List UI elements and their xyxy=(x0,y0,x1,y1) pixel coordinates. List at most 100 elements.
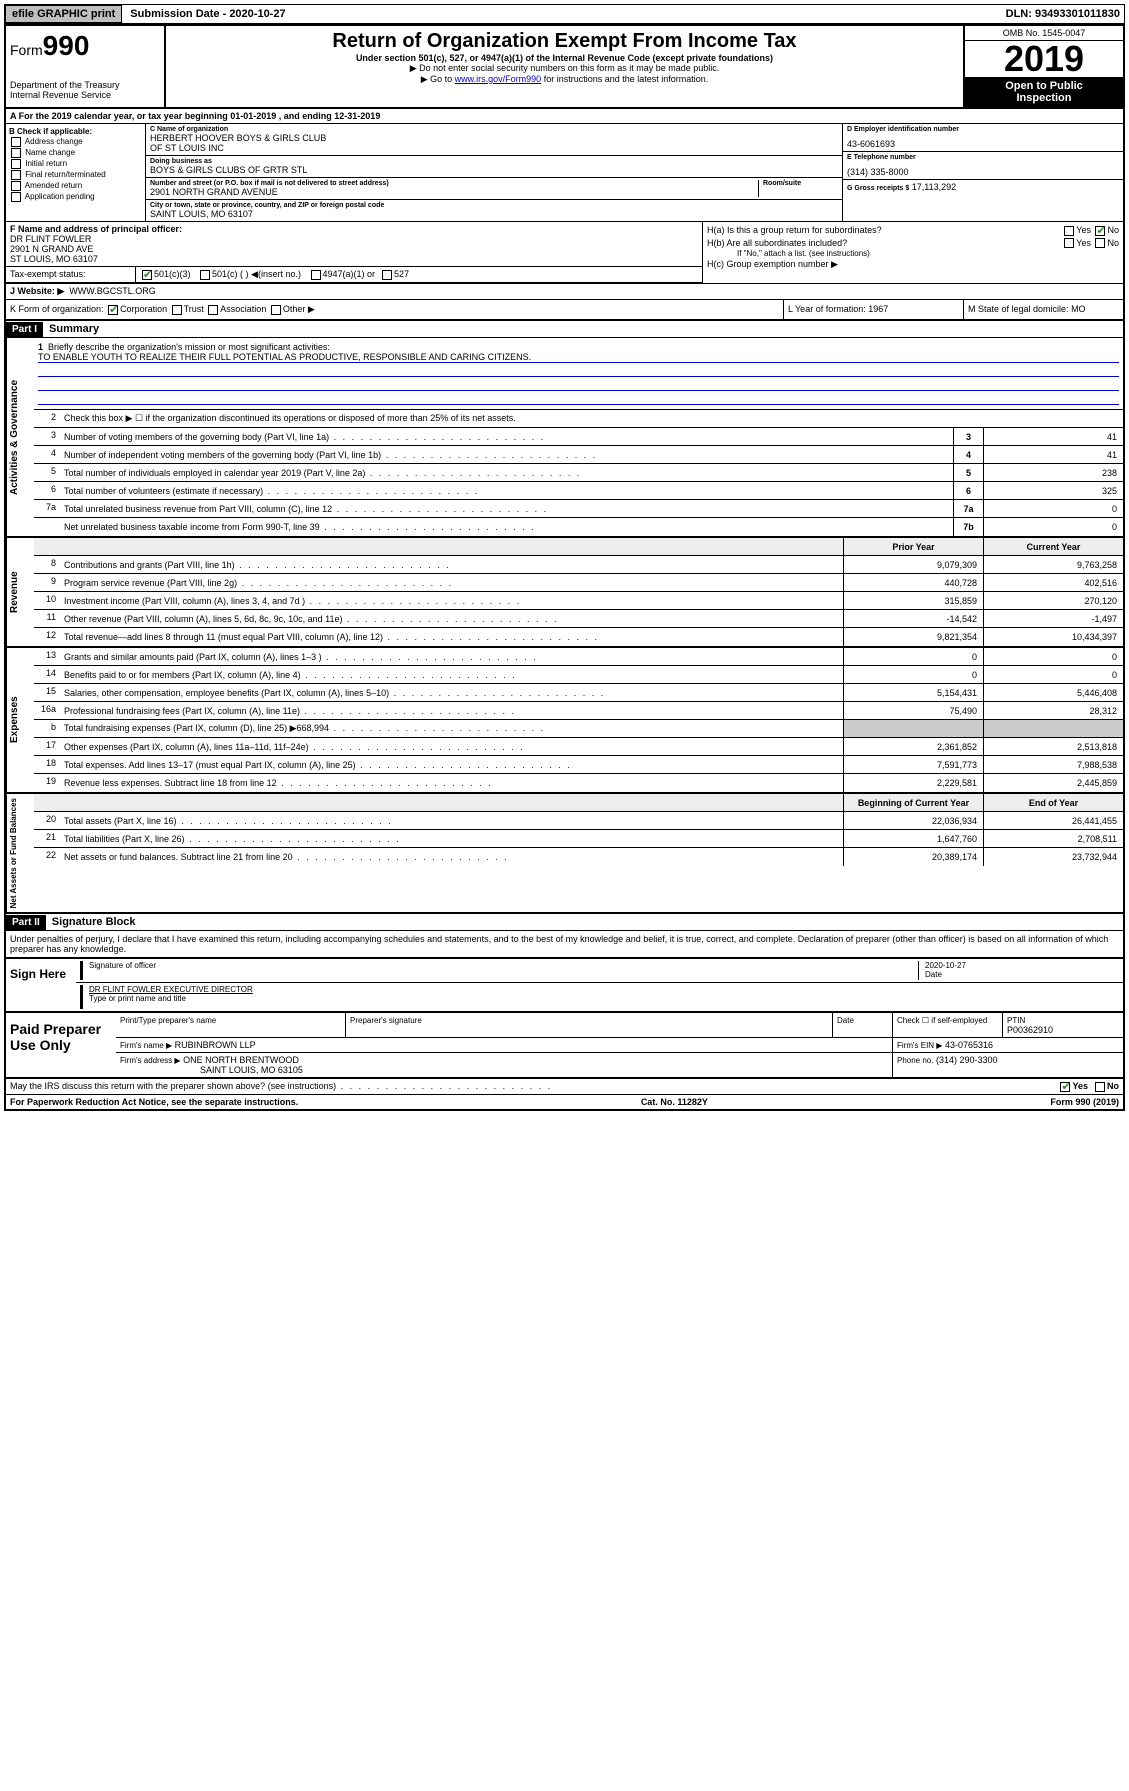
firm-addr-label: Firm's address ▶ xyxy=(120,1056,181,1065)
form-org-label: K Form of organization: xyxy=(10,304,104,314)
summary-line: 9Program service revenue (Part VIII, lin… xyxy=(34,574,1123,592)
summary-line: 12Total revenue—add lines 8 through 11 (… xyxy=(34,628,1123,646)
form-note-1: ▶ Do not enter social security numbers o… xyxy=(174,63,955,74)
form-prefix: Form xyxy=(10,42,43,58)
ein-value: 43-6061693 xyxy=(847,139,1119,149)
ha-label: H(a) Is this a group return for subordin… xyxy=(707,225,882,236)
boxb-item[interactable]: Name change xyxy=(9,148,142,158)
summary-line: 13Grants and similar amounts paid (Part … xyxy=(34,648,1123,666)
assoc-checkbox[interactable] xyxy=(208,305,218,315)
type-print-label: Type or print name and title xyxy=(89,994,1119,1003)
boxb-item[interactable]: Initial return xyxy=(9,159,142,169)
q2-text: Check this box ▶ ☐ if the organization d… xyxy=(60,410,1123,427)
summary-line: 4Number of independent voting members of… xyxy=(34,446,1123,464)
ha-yes[interactable] xyxy=(1064,226,1074,236)
mission-text: TO ENABLE YOUTH TO REALIZE THEIR FULL PO… xyxy=(38,352,1119,363)
paperwork-label: For Paperwork Reduction Act Notice, see … xyxy=(10,1097,298,1107)
governance-side-label: Activities & Governance xyxy=(6,338,34,536)
dba-value: BOYS & GIRLS CLUBS OF GRTR STL xyxy=(150,165,838,175)
firm-phone-label: Phone no. xyxy=(897,1056,933,1065)
summary-line: 5Total number of individuals employed in… xyxy=(34,464,1123,482)
hb-no[interactable] xyxy=(1095,238,1105,248)
phone-label: E Telephone number xyxy=(847,154,1119,161)
other-checkbox[interactable] xyxy=(271,305,281,315)
ptin-label: PTIN xyxy=(1007,1016,1025,1025)
q1-label: Briefly describe the organization's miss… xyxy=(48,342,330,352)
current-year-header: Current Year xyxy=(983,538,1123,555)
summary-line: bTotal fundraising expenses (Part IX, co… xyxy=(34,720,1123,738)
perjury-text: Under penalties of perjury, I declare th… xyxy=(6,931,1123,957)
begin-year-header: Beginning of Current Year xyxy=(843,794,983,811)
summary-line: 16aProfessional fundraising fees (Part I… xyxy=(34,702,1123,720)
addr-label: Number and street (or P.O. box if mail i… xyxy=(150,180,758,187)
ha-no[interactable] xyxy=(1095,226,1105,236)
ptin-value: P00362910 xyxy=(1007,1025,1053,1035)
preparer-sig-label: Preparer's signature xyxy=(350,1016,422,1025)
firm-ein-value: 43-0765316 xyxy=(945,1040,993,1050)
firm-phone-value: (314) 290-3300 xyxy=(936,1055,998,1065)
discuss-yes[interactable] xyxy=(1060,1082,1070,1092)
domicile-value: MO xyxy=(1071,304,1086,314)
tax-year: 2019 xyxy=(965,41,1123,77)
hb-label: H(b) Are all subordinates included? xyxy=(707,238,847,249)
discuss-no[interactable] xyxy=(1095,1082,1105,1092)
netassets-side-label: Net Assets or Fund Balances xyxy=(6,794,34,912)
open-public-label: Open to Public xyxy=(968,80,1120,92)
boxb-item[interactable]: Amended return xyxy=(9,181,142,191)
527-checkbox[interactable] xyxy=(382,270,392,280)
summary-line: Net unrelated business taxable income fr… xyxy=(34,518,1123,536)
self-employed-label: Check ☐ if self-employed xyxy=(897,1016,987,1025)
summary-line: 21Total liabilities (Part X, line 26)1,6… xyxy=(34,830,1123,848)
4947-checkbox[interactable] xyxy=(311,270,321,280)
boxb-item[interactable]: Application pending xyxy=(9,192,142,202)
officer-name: DR FLINT FOWLER xyxy=(10,234,698,244)
end-year-header: End of Year xyxy=(983,794,1123,811)
org-name-label: C Name of organization xyxy=(150,126,838,133)
sign-here-label: Sign Here xyxy=(6,959,76,1011)
efile-print-button[interactable]: efile GRAPHIC print xyxy=(5,5,122,23)
summary-line: 17Other expenses (Part IX, column (A), l… xyxy=(34,738,1123,756)
dln-label: DLN: 93493301011830 xyxy=(1002,6,1124,22)
form-title: Return of Organization Exempt From Incom… xyxy=(174,30,955,53)
sig-officer-label: Signature of officer xyxy=(89,961,156,970)
summary-line: 22Net assets or fund balances. Subtract … xyxy=(34,848,1123,866)
tax-status-label: Tax-exempt status: xyxy=(6,267,136,282)
website-label: J Website: ▶ xyxy=(10,286,64,296)
hb-note: If "No," attach a list. (see instruction… xyxy=(707,249,1119,258)
boxb-item[interactable]: Final return/terminated xyxy=(9,170,142,180)
revenue-side-label: Revenue xyxy=(6,538,34,646)
form-number: 990 xyxy=(43,30,90,61)
preparer-name-label: Print/Type preparer's name xyxy=(120,1016,216,1025)
trust-checkbox[interactable] xyxy=(172,305,182,315)
summary-line: 7aTotal unrelated business revenue from … xyxy=(34,500,1123,518)
501c-checkbox[interactable] xyxy=(200,270,210,280)
gross-label: G Gross receipts $ xyxy=(847,185,909,192)
501c3-checkbox[interactable] xyxy=(142,270,152,280)
part-ii-title: Signature Block xyxy=(46,914,142,930)
form990-link[interactable]: www.irs.gov/Form990 xyxy=(455,74,542,84)
summary-line: 18Total expenses. Add lines 13–17 (must … xyxy=(34,756,1123,774)
paid-preparer-label: Paid Preparer Use Only xyxy=(6,1013,116,1077)
dba-label: Doing business as xyxy=(150,158,838,165)
city-value: SAINT LOUIS, MO 63107 xyxy=(150,209,838,219)
sig-date-value: 2020-10-27 xyxy=(925,961,1119,970)
phone-value: (314) 335-8000 xyxy=(847,167,1119,177)
ein-label: D Employer identification number xyxy=(847,126,1119,133)
hb-yes[interactable] xyxy=(1064,238,1074,248)
addr-value: 2901 NORTH GRAND AVENUE xyxy=(150,187,758,197)
cat-label: Cat. No. 11282Y xyxy=(641,1097,708,1107)
hc-label: H(c) Group exemption number ▶ xyxy=(707,259,838,270)
gross-value: 17,113,292 xyxy=(912,182,956,192)
dept-label: Department of the Treasury xyxy=(10,80,160,90)
irs-label: Internal Revenue Service xyxy=(10,90,160,100)
boxb-item[interactable]: Address change xyxy=(9,137,142,147)
corp-checkbox[interactable] xyxy=(108,305,118,315)
year-formation-label: L Year of formation: xyxy=(788,304,866,314)
discuss-label: May the IRS discuss this return with the… xyxy=(10,1081,552,1092)
officer-typed-name: DR FLINT FOWLER EXECUTIVE DIRECTOR xyxy=(89,985,1119,994)
year-formation-value: 1967 xyxy=(868,304,888,314)
box-b: B Check if applicable: Address change Na… xyxy=(6,124,146,221)
website-value: WWW.BGCSTL.ORG xyxy=(69,286,156,296)
part-i-header: Part I xyxy=(6,322,43,337)
summary-line: 10Investment income (Part VIII, column (… xyxy=(34,592,1123,610)
